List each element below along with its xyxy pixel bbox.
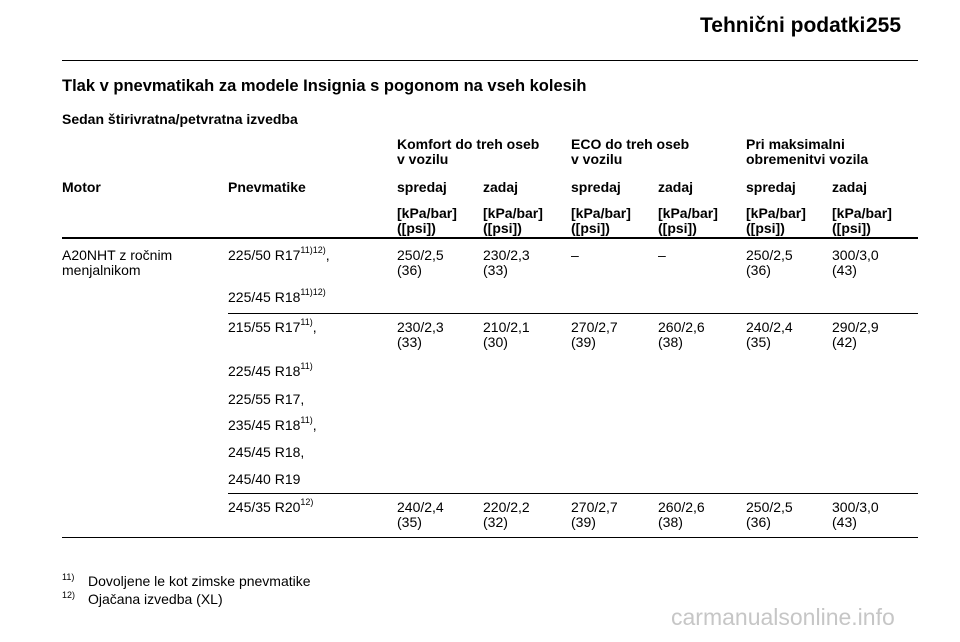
watermark: carmanualsonline.info (671, 604, 895, 630)
header-divider (62, 60, 918, 61)
unit-label: [kPa/bar] ([psi]) (397, 205, 457, 236)
column-header-max-front: spredaj (746, 179, 796, 195)
footnote-text: Ojačana izvedba (XL) (88, 591, 223, 607)
section-subtitle: Sedan štirivratna/petvratna izvedba (62, 111, 298, 127)
page-number: 255 (866, 14, 902, 37)
unit-label: [kPa/bar] ([psi]) (571, 205, 631, 236)
tyre-size: 245/45 R18, (228, 444, 305, 460)
column-header-comfort-front: spredaj (397, 179, 447, 195)
row-divider (228, 493, 918, 494)
tyre-size: 245/40 R19 (228, 471, 301, 487)
tyre-size: 225/55 R17, (228, 391, 305, 407)
pressure-value: 240/2,4 (35) (746, 319, 793, 350)
group-header-comfort: Komfort do treh oseb v vozilu (397, 136, 540, 167)
column-header-motor: Motor (62, 179, 101, 195)
tyre-size: 235/45 R1811), (228, 415, 317, 433)
pressure-value: 260/2,6 (38) (658, 319, 705, 350)
column-header-comfort-rear: zadaj (483, 179, 519, 195)
pressure-value: 230/2,3 (33) (397, 319, 444, 350)
column-header-eco-rear: zadaj (658, 179, 694, 195)
page-header-title: Tehnični podatki (700, 14, 866, 37)
pressure-value: 210/2,1 (30) (483, 319, 530, 350)
tyre-size: 215/55 R1711), (228, 317, 317, 335)
pressure-value: 270/2,7 (39) (571, 499, 618, 530)
pressure-value: 250/2,5 (36) (746, 247, 793, 278)
pressure-value: 300/3,0 (43) (832, 247, 879, 278)
pressure-value: 270/2,7 (39) (571, 319, 618, 350)
tyre-size: 245/35 R2012) (228, 497, 314, 515)
pressure-value: 250/2,5 (36) (397, 247, 444, 278)
unit-label: [kPa/bar] ([psi]) (746, 205, 806, 236)
unit-label: [kPa/bar] ([psi]) (832, 205, 892, 236)
motor-cell: A20NHT z ročnim menjalnikom (62, 247, 173, 278)
footnote-text: Dovoljene le kot zimske pnevmatike (88, 573, 311, 589)
pressure-value: 240/2,4 (35) (397, 499, 444, 530)
pressure-value: 260/2,6 (38) (658, 499, 705, 530)
tyre-size: 225/50 R1711)12), (228, 245, 330, 263)
row-divider (228, 313, 918, 314)
footnote-number: 11) (62, 572, 75, 582)
group-header-eco: ECO do treh oseb v vozilu (571, 136, 690, 167)
pressure-value: – (571, 247, 579, 263)
unit-label: [kPa/bar] ([psi]) (658, 205, 718, 236)
pressure-value: – (658, 247, 666, 263)
column-header-tyres: Pnevmatike (228, 179, 306, 195)
pressure-value: 300/3,0 (43) (832, 499, 879, 530)
group-header-max-load: Pri maksimalni obremenitvi vozila (746, 136, 869, 167)
table-header-divider (62, 237, 918, 239)
pressure-value: 230/2,3 (33) (483, 247, 530, 278)
tyre-size: 225/45 R1811) (228, 361, 313, 379)
pressure-value: 290/2,9 (42) (832, 319, 879, 350)
section-title: Tlak v pnevmatikah za modele Insignia s … (62, 77, 587, 95)
unit-label: [kPa/bar] ([psi]) (483, 205, 543, 236)
pressure-value: 250/2,5 (36) (746, 499, 793, 530)
column-header-max-rear: zadaj (832, 179, 868, 195)
pressure-value: 220/2,2 (32) (483, 499, 530, 530)
column-header-eco-front: spredaj (571, 179, 621, 195)
tyre-size: 225/45 R1811)12) (228, 287, 326, 305)
table-bottom-divider (62, 537, 918, 538)
footnote-number: 12) (62, 590, 76, 600)
